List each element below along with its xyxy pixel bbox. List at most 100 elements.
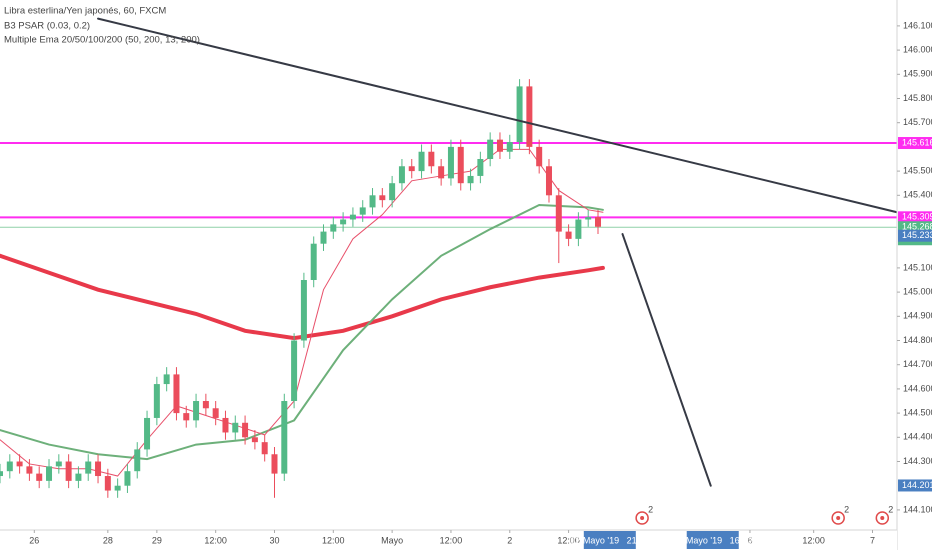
- y-tick-label: 145.500: [903, 165, 932, 175]
- candle-body: [65, 461, 72, 481]
- candle-body: [222, 417, 229, 433]
- candle-body: [320, 231, 327, 244]
- candle-body: [369, 195, 376, 208]
- event-dot: [880, 516, 885, 520]
- x-tick-label: 12:00: [440, 535, 463, 545]
- y-tick-label: 144.100: [903, 504, 932, 514]
- candle-body: [379, 195, 386, 201]
- candle-body: [144, 417, 151, 450]
- time-tag-box: [583, 531, 636, 549]
- price-tag-box: [898, 479, 932, 492]
- x-tick-label: 12:00: [557, 535, 580, 545]
- candle-body: [438, 166, 445, 179]
- candle-body: [95, 461, 102, 477]
- plot-area: [0, 17, 898, 498]
- candle-body: [536, 146, 543, 167]
- price-tag-box: [898, 211, 932, 224]
- price-tag-label: 144.201: [902, 480, 932, 490]
- y-tick-label: 144.400: [903, 432, 932, 442]
- x-tick-label: 12:00: [204, 535, 227, 545]
- y-tick-label: 146.100: [903, 20, 932, 30]
- event-count: 2: [888, 504, 893, 514]
- candle-body: [0, 471, 3, 477]
- trend-line: [97, 17, 898, 214]
- candle-body: [340, 219, 347, 225]
- time-axis: [0, 530, 897, 550]
- y-tick-label: 144.500: [903, 407, 932, 417]
- trend-line: [621, 233, 712, 487]
- candle-body: [467, 175, 474, 184]
- event-dot: [640, 516, 645, 520]
- candle-body: [389, 183, 396, 201]
- candle-body: [457, 146, 464, 184]
- y-tick-label: 145.100: [903, 262, 932, 272]
- price-tag-label: 145.616: [902, 137, 932, 147]
- x-tick-label: 7: [870, 535, 875, 545]
- candle-body: [104, 476, 111, 491]
- chart-title: Libra esterlina/Yen japonés, 60, FXCM: [4, 6, 166, 17]
- candle-body: [26, 466, 33, 474]
- y-tick-label: 144.900: [903, 311, 932, 321]
- price-tag-box: [898, 137, 932, 150]
- price-tag-label: 145.268: [902, 222, 932, 232]
- candle-body: [85, 461, 92, 474]
- y-tick-label: 144.300: [903, 456, 932, 466]
- candle-body: [506, 142, 513, 152]
- candle-body: [555, 195, 562, 232]
- candle-body: [300, 280, 307, 341]
- candle-body: [134, 449, 141, 472]
- candle-body: [242, 422, 249, 438]
- y-tick-label: 145.700: [903, 117, 932, 127]
- candle-body: [124, 471, 131, 486]
- candle-body: [545, 166, 552, 196]
- candle-body: [516, 86, 523, 143]
- price-tag-label: 145.233: [902, 230, 932, 240]
- indicator-label: Multiple Ema 20/50/100/200 (50, 200, 13,…: [4, 35, 200, 46]
- candle-body: [595, 217, 601, 227]
- y-tick-label: 145.900: [903, 69, 932, 79]
- time-tag-box: [686, 531, 739, 549]
- candle-body: [487, 139, 494, 159]
- x-tick-label: Mayo: [381, 535, 403, 545]
- candle-body: [6, 461, 13, 472]
- candle-body: [496, 139, 503, 152]
- time-tag-label: 02 Mayo '19 21:00: [570, 535, 649, 545]
- y-tick-label: 145.000: [903, 286, 932, 296]
- candle-body: [428, 151, 435, 167]
- candle-body: [173, 374, 180, 414]
- indicator-label: B3 PSAR (0.03, 0.2): [4, 21, 90, 32]
- candle-body: [251, 437, 258, 443]
- candle-body: [183, 413, 190, 421]
- x-tick-label: 29: [152, 535, 162, 545]
- candle-body: [398, 166, 405, 184]
- candle-body: [193, 401, 200, 421]
- candle-body: [55, 461, 62, 467]
- candle-body: [349, 214, 356, 220]
- candle-body: [330, 224, 337, 232]
- y-tick-label: 146.000: [903, 44, 932, 54]
- candle-body: [36, 473, 43, 481]
- candle-body: [565, 231, 572, 239]
- candle-body: [408, 166, 415, 172]
- y-tick-label: 144.700: [903, 359, 932, 369]
- candle-body: [281, 401, 288, 474]
- candle-body: [310, 243, 317, 281]
- moving-average: [0, 203, 604, 461]
- candle-body: [114, 485, 121, 491]
- candle-body: [163, 374, 170, 385]
- candle-body: [46, 466, 53, 481]
- candle-body: [202, 401, 209, 409]
- candle-body: [153, 384, 160, 418]
- event-dot: [836, 516, 841, 520]
- event-count: 2: [648, 504, 653, 514]
- x-tick-label: 12:00: [322, 535, 345, 545]
- event-count: 2: [844, 504, 849, 514]
- x-tick-label: 28: [103, 535, 113, 545]
- time-tag-label: 05 Mayo '19 16:00: [673, 535, 752, 545]
- candle-body: [418, 151, 425, 172]
- candle-body: [232, 422, 239, 433]
- candle-body: [75, 473, 82, 481]
- candle-body: [16, 461, 23, 467]
- candle-body: [447, 146, 454, 179]
